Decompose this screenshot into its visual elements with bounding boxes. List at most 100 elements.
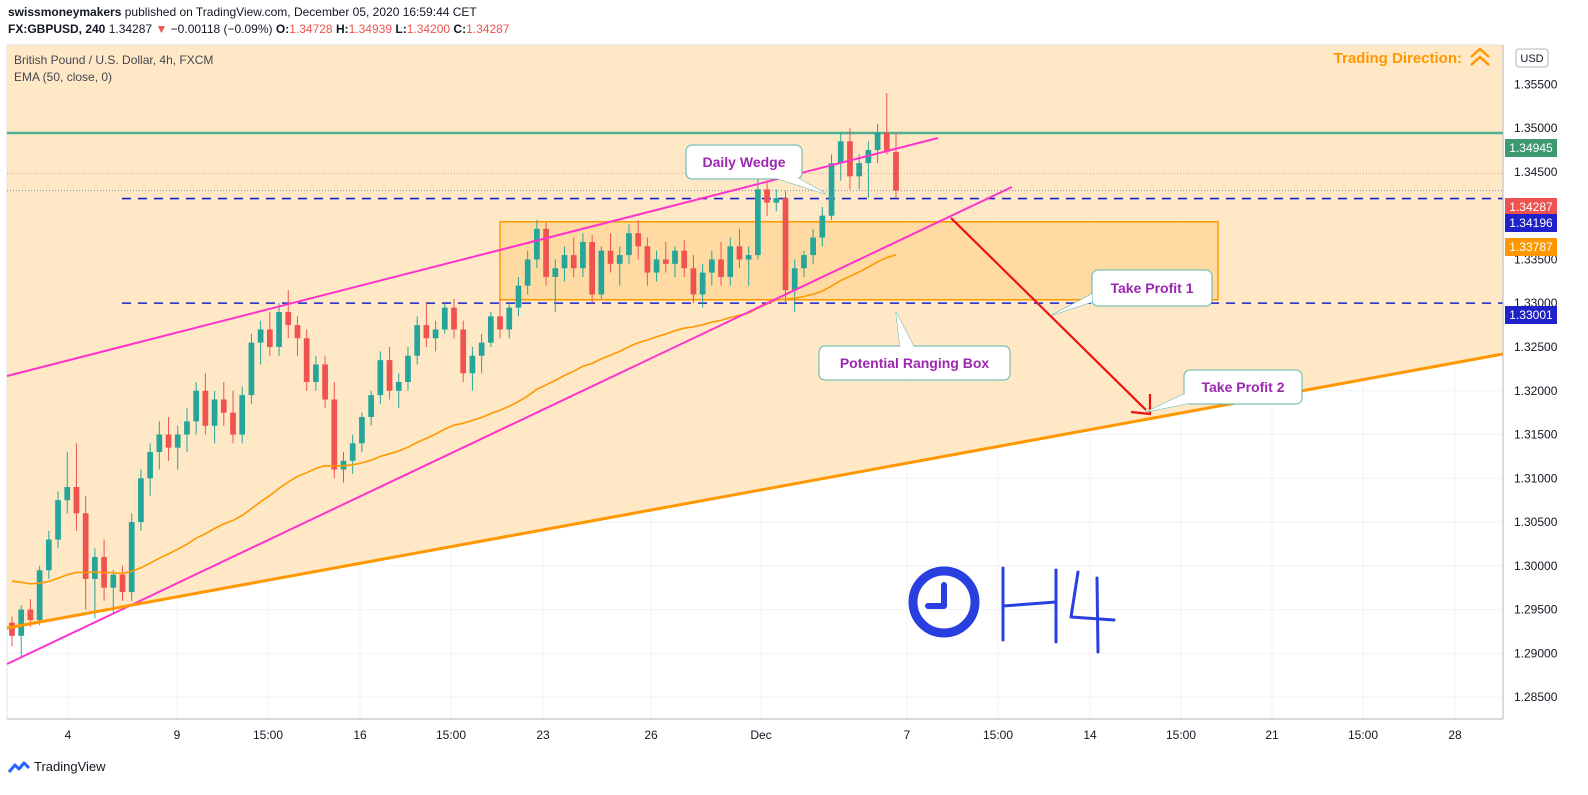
- candle-body: [303, 338, 310, 382]
- chevron-up-icon: [1470, 47, 1490, 58]
- candle-body: [570, 255, 577, 269]
- candle-body: [193, 390, 200, 422]
- candle-body: [266, 329, 273, 347]
- candle-body: [791, 268, 798, 291]
- candle-body: [524, 259, 531, 286]
- callout-label: Potential Ranging Box: [840, 355, 990, 371]
- candle-body: [451, 307, 457, 330]
- time-tick-label: 15:00: [1348, 728, 1378, 742]
- candle-body: [893, 151, 899, 191]
- candle-body: [313, 364, 319, 382]
- candle-body: [211, 399, 218, 426]
- candle-body: [174, 434, 181, 448]
- wedge-lower-line[interactable]: [6, 186, 1013, 665]
- candle-body: [616, 255, 623, 264]
- callout-label: Take Profit 1: [1111, 280, 1194, 296]
- symbol-label: FX:GBPUSD, 240: [8, 22, 106, 36]
- projection-arrow[interactable]: [950, 217, 1152, 416]
- price-badge-label: 1.34196: [1509, 216, 1553, 230]
- candle-body: [801, 255, 807, 269]
- trading-direction-label: Trading Direction:: [1334, 50, 1462, 67]
- take-profit-2-callout: Take Profit 2: [1145, 369, 1303, 413]
- low-label: L:: [395, 22, 407, 36]
- candle-body: [561, 255, 568, 269]
- candle-body: [672, 250, 678, 264]
- time-tick-label: 7: [904, 728, 911, 742]
- h4-stroke: [1001, 600, 1058, 608]
- close-value: 1.34287: [466, 22, 510, 36]
- price-badges: 1.34945 1.34287 1.34196 1.33787 1.33001: [1505, 139, 1557, 324]
- callout-pointer-fill: [896, 312, 914, 347]
- clock-ring: [908, 566, 980, 638]
- close-label: C:: [453, 22, 467, 36]
- candle-body: [681, 250, 688, 269]
- candle-body: [432, 329, 439, 339]
- time-tick-label: 4: [65, 728, 72, 742]
- candle-body: [9, 622, 15, 636]
- candle-body: [64, 487, 71, 501]
- candle-body: [810, 237, 816, 256]
- time-tick-label: 26: [644, 728, 658, 742]
- candle-body: [248, 342, 255, 396]
- candle-body: [469, 355, 476, 374]
- last-price: 1.34287: [108, 22, 153, 36]
- candle-body: [883, 132, 890, 152]
- candle-body: [699, 272, 706, 295]
- candle-body: [607, 250, 614, 264]
- high-value: 1.34939: [348, 22, 393, 36]
- candle-body: [662, 259, 669, 264]
- candle-body: [230, 412, 236, 435]
- high-label: H:: [335, 22, 349, 36]
- price-tick-label: 1.35000: [1514, 121, 1558, 135]
- candle-body: [294, 325, 301, 339]
- price-badge: [1505, 198, 1557, 216]
- candle-body: [598, 250, 605, 295]
- candle-body: [782, 198, 789, 291]
- candle-body: [708, 259, 715, 273]
- candle-body: [589, 241, 595, 295]
- tradingview-footer[interactable]: TradingView: [8, 759, 106, 774]
- callout-label: Daily Wedge: [703, 154, 786, 170]
- candle-body: [837, 141, 844, 164]
- currency-label: USD: [1520, 53, 1543, 65]
- instrument-legend: British Pound / U.S. Dollar, 4h, FXCM: [14, 53, 214, 67]
- candle-body: [386, 360, 393, 391]
- candle-body: [220, 399, 227, 413]
- candle-body: [110, 574, 117, 588]
- arrow-shaft: [950, 217, 1147, 411]
- candle-body: [543, 228, 549, 277]
- candle-body: [128, 522, 135, 593]
- candle-body: [819, 215, 826, 238]
- publisher-name[interactable]: swissmoneymakers: [8, 5, 122, 19]
- candle-body: [773, 198, 780, 203]
- price-badge-label: 1.34287: [1509, 200, 1553, 214]
- candle-body: [147, 452, 153, 479]
- time-tick-label: 15:00: [983, 728, 1013, 742]
- candle-body: [331, 399, 338, 470]
- price-tick-label: 1.32500: [1514, 340, 1558, 354]
- candle-body: [395, 382, 402, 391]
- candle-body: [580, 241, 586, 269]
- time-tick-label: 15:00: [436, 728, 466, 742]
- candle-body: [285, 311, 292, 326]
- price-tick-label: 1.31000: [1514, 471, 1558, 485]
- publish-line: swissmoneymakers published on TradingVie…: [8, 5, 477, 19]
- time-tick-label: 21: [1265, 728, 1279, 742]
- candle-body: [138, 478, 144, 523]
- callout-pointer-fill: [1052, 294, 1092, 315]
- callout-pointer-fill: [775, 178, 826, 194]
- chevron-up-icon: [1470, 55, 1490, 66]
- candle-body: [276, 311, 282, 347]
- daily-wedge-callout: Daily Wedge: [685, 144, 827, 195]
- time-tick-label: 28: [1448, 728, 1462, 742]
- time-tick-label: 15:00: [1166, 728, 1196, 742]
- callout-box: [1183, 369, 1303, 405]
- candle-body: [18, 609, 25, 636]
- candle-body: [414, 325, 421, 356]
- candle-body: [534, 228, 540, 260]
- h4-stroke: [1069, 570, 1116, 622]
- price-tick-label: 1.28500: [1514, 690, 1558, 704]
- ohlc-line: FX:GBPUSD, 240 1.34287 ▼ −0.00118 (−0.09…: [8, 22, 509, 36]
- candle-body: [377, 360, 384, 396]
